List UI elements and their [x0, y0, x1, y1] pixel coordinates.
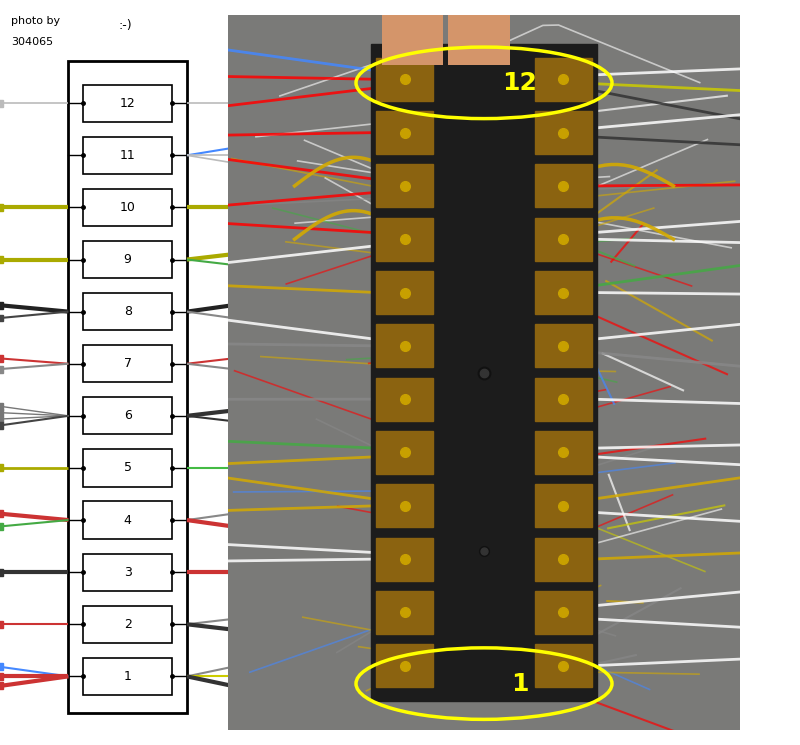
Bar — [230, 615, 238, 622]
Bar — [377, 58, 433, 101]
Text: 8: 8 — [124, 305, 132, 318]
Bar — [230, 100, 238, 107]
Text: photo by: photo by — [11, 16, 61, 26]
Bar — [230, 302, 238, 308]
Bar — [230, 261, 238, 268]
Bar — [0, 464, 3, 472]
Text: 9: 9 — [124, 253, 132, 266]
Bar — [230, 464, 238, 472]
Bar — [0, 523, 3, 530]
Text: 7: 7 — [124, 358, 132, 370]
Text: 1: 1 — [124, 670, 132, 683]
Bar — [535, 378, 591, 421]
Bar — [377, 111, 433, 154]
Bar — [83, 136, 172, 174]
Bar — [535, 165, 591, 207]
Text: 10: 10 — [120, 201, 136, 214]
Bar — [0, 568, 3, 576]
Bar — [535, 484, 591, 527]
Bar — [0, 366, 3, 372]
Bar — [83, 449, 172, 486]
Bar — [377, 484, 433, 527]
Bar — [83, 241, 172, 278]
Bar — [535, 58, 591, 101]
Text: :-): :-) — [118, 19, 132, 31]
Text: 12: 12 — [120, 97, 135, 110]
Bar — [535, 431, 591, 474]
Text: 3: 3 — [124, 565, 132, 579]
Bar — [377, 431, 433, 474]
Bar — [535, 111, 591, 154]
Bar — [230, 673, 238, 680]
Bar — [535, 324, 591, 367]
Bar — [0, 673, 3, 680]
Text: 1: 1 — [511, 671, 529, 696]
Bar — [83, 501, 172, 539]
Bar — [230, 152, 238, 159]
Bar — [230, 626, 238, 633]
Bar — [230, 523, 238, 530]
Bar — [0, 409, 3, 416]
Text: 12: 12 — [502, 71, 538, 95]
Bar — [230, 682, 238, 689]
Bar — [83, 554, 172, 591]
Bar — [83, 188, 172, 226]
Bar — [0, 621, 3, 628]
Bar — [230, 314, 238, 322]
Bar — [230, 355, 238, 362]
Bar — [230, 418, 238, 425]
Bar — [0, 422, 3, 429]
Text: 5: 5 — [124, 461, 132, 475]
Bar — [0, 355, 3, 362]
Bar — [0, 314, 3, 322]
Bar — [68, 61, 187, 713]
Bar — [83, 345, 172, 382]
Bar — [230, 663, 238, 670]
Bar — [0, 204, 3, 211]
Bar — [230, 204, 238, 211]
Bar — [0, 416, 3, 422]
Bar — [377, 165, 433, 207]
Bar — [0, 100, 3, 107]
Bar — [377, 271, 433, 314]
Bar — [0, 663, 3, 670]
Bar — [377, 591, 433, 634]
Bar — [377, 218, 433, 261]
Bar — [230, 251, 238, 258]
Bar — [377, 644, 433, 687]
Bar — [230, 510, 238, 517]
Bar — [371, 43, 597, 702]
Bar — [83, 85, 172, 122]
Bar — [83, 606, 172, 643]
Text: 11: 11 — [120, 149, 135, 162]
Bar — [230, 159, 238, 166]
Text: 304065: 304065 — [11, 37, 54, 47]
Bar — [230, 145, 238, 151]
Bar — [0, 302, 3, 308]
Bar — [377, 378, 433, 421]
Bar — [0, 403, 3, 410]
Text: 6: 6 — [124, 409, 132, 422]
Bar — [0, 682, 3, 689]
Bar — [0, 510, 3, 517]
Bar — [382, 15, 443, 65]
Bar — [535, 591, 591, 634]
Bar — [230, 568, 238, 576]
Bar — [83, 658, 172, 695]
Bar — [535, 538, 591, 580]
Text: 2: 2 — [124, 618, 132, 631]
Bar — [377, 538, 433, 580]
Text: 4: 4 — [124, 513, 132, 527]
Bar — [535, 644, 591, 687]
Bar — [535, 271, 591, 314]
Bar — [230, 407, 238, 414]
Bar — [377, 324, 433, 367]
Bar — [230, 366, 238, 372]
Bar — [83, 397, 172, 434]
Bar — [448, 15, 510, 65]
Bar — [83, 293, 172, 330]
Bar — [0, 256, 3, 263]
Bar — [535, 218, 591, 261]
